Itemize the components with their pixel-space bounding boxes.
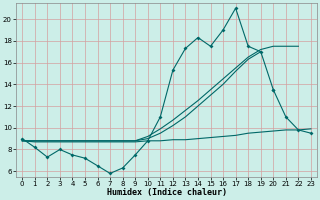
X-axis label: Humidex (Indice chaleur): Humidex (Indice chaleur) bbox=[107, 188, 227, 197]
